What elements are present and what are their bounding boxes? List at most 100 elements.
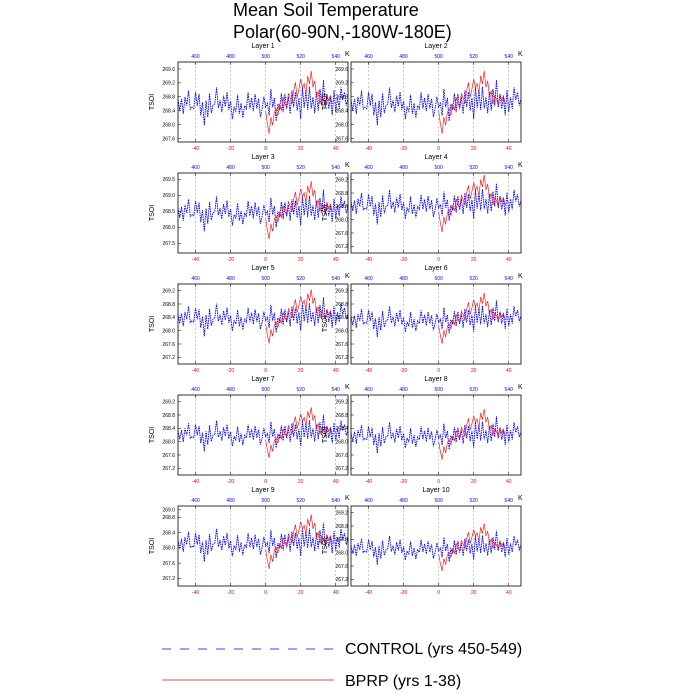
- panel-frame: [350, 172, 522, 254]
- y-tick-label: 267.2: [335, 466, 348, 472]
- y-tick-label: 267.6: [335, 453, 348, 459]
- y-tick-label: 267.6: [162, 342, 175, 348]
- x-tick-label: -40: [192, 479, 199, 485]
- x-tick-label: 20: [471, 479, 477, 485]
- x-tick-label: 0: [437, 146, 440, 152]
- top-tick-label: 540: [332, 387, 341, 393]
- top-tick-label: 520: [470, 498, 479, 504]
- x-tick-label: 20: [298, 368, 304, 374]
- y-tick-label: 268.8: [162, 413, 175, 419]
- top-tick-label: 500: [434, 387, 443, 393]
- y-tick-label: 269.2: [335, 399, 348, 405]
- x-tick-label: -20: [227, 368, 234, 374]
- top-tick-label: 460: [364, 276, 373, 282]
- top-tick-label: 520: [470, 54, 479, 60]
- panel-frame: [350, 61, 522, 143]
- y-tick-label: 267.6: [162, 561, 175, 567]
- series-control-line: [351, 183, 521, 225]
- series-bprp-line: [265, 181, 333, 239]
- panel-frame: [177, 61, 349, 143]
- x-tick-label: 0: [264, 590, 267, 596]
- y-tick-label: 268.8: [335, 524, 348, 530]
- y-tick-label: 269.2: [162, 81, 175, 87]
- top-tick-label: 520: [297, 387, 306, 393]
- panel-frame: [177, 283, 349, 365]
- series-bprp-line: [265, 407, 333, 459]
- y-tick-label: 269.6: [335, 67, 348, 73]
- x-tick-label: -20: [400, 146, 407, 152]
- top-tick-label: 520: [470, 387, 479, 393]
- chart-title-line-1: Mean Soil Temperature: [233, 0, 419, 20]
- top-tick-label: 460: [364, 165, 373, 171]
- y-axis-label: TSOI: [149, 316, 156, 332]
- panel-title: Layer 9: [251, 487, 274, 494]
- top-tick-label: 500: [261, 165, 270, 171]
- series-bprp-line: [265, 70, 333, 134]
- top-tick-label: 520: [297, 276, 306, 282]
- y-tick-label: 267.6: [335, 231, 348, 237]
- y-tick-label: 268.4: [335, 426, 348, 432]
- y-tick-label: 267.2: [162, 355, 175, 361]
- series-bprp-line: [438, 174, 506, 233]
- x-tick-label: 20: [471, 146, 477, 152]
- y-tick-label: 268.4: [335, 108, 348, 114]
- legend-bprp-label: BPRP (yrs 1-38): [345, 673, 461, 690]
- panel-frame: [177, 394, 349, 476]
- y-axis-label: TSOI: [322, 205, 329, 221]
- y-tick-label: 268.4: [335, 204, 348, 210]
- y-tick-label: 268.0: [162, 225, 175, 231]
- x-tick-label: 0: [264, 146, 267, 152]
- x-tick-label: -40: [365, 146, 372, 152]
- panel-title: Layer 8: [424, 376, 447, 383]
- top-tick-label: 520: [297, 54, 306, 60]
- x-tick-label: 40: [506, 368, 512, 374]
- y-tick-label: 268.0: [335, 439, 348, 445]
- y-tick-label: 268.0: [162, 122, 175, 128]
- y-tick-label: 268.8: [162, 515, 175, 521]
- panel-frame: [350, 505, 522, 587]
- top-axis-unit: K: [518, 495, 523, 502]
- top-tick-label: 480: [226, 165, 235, 171]
- top-tick-label: 480: [399, 165, 408, 171]
- x-tick-label: -20: [400, 590, 407, 596]
- y-tick-label: 267.2: [162, 466, 175, 472]
- series-bprp-line: [265, 514, 333, 569]
- top-tick-label: 540: [332, 498, 341, 504]
- x-tick-label: -40: [192, 146, 199, 152]
- top-tick-label: 480: [399, 387, 408, 393]
- panel-title: Layer 10: [422, 487, 449, 494]
- series-control-line: [178, 522, 348, 562]
- y-tick-label: 269.2: [335, 510, 348, 516]
- top-tick-label: 540: [332, 54, 341, 60]
- y-tick-label: 268.8: [335, 413, 348, 419]
- x-tick-label: 20: [471, 368, 477, 374]
- top-tick-label: 540: [505, 387, 514, 393]
- top-tick-label: 540: [505, 54, 514, 60]
- top-tick-label: 480: [399, 54, 408, 60]
- top-axis-unit: K: [518, 51, 523, 58]
- top-tick-label: 540: [505, 165, 514, 171]
- top-tick-label: 460: [191, 387, 200, 393]
- top-axis-unit: K: [345, 495, 350, 502]
- y-tick-label: 267.2: [162, 576, 175, 582]
- y-tick-label: 268.4: [162, 530, 175, 536]
- legend: CONTROL (yrs 450-549) BPRP (yrs 1-38): [162, 641, 522, 690]
- x-tick-label: 20: [298, 479, 304, 485]
- panel-layer-2: Layer 2 K TSOI -40 -20 0 20 40 460 480 500 520 540 26…: [322, 43, 523, 152]
- top-axis-unit: K: [345, 384, 350, 391]
- top-tick-label: 500: [261, 276, 270, 282]
- top-tick-label: 520: [297, 498, 306, 504]
- x-tick-label: -20: [227, 590, 234, 596]
- x-tick-label: 40: [333, 257, 339, 263]
- y-tick-label: 268.8: [335, 95, 348, 101]
- panel-title: Layer 4: [424, 154, 447, 161]
- y-tick-label: 268.4: [162, 315, 175, 321]
- x-tick-label: 0: [264, 257, 267, 263]
- y-tick-label: 268.4: [162, 108, 175, 114]
- y-tick-label: 268.5: [162, 209, 175, 215]
- series-control-line: [178, 297, 348, 337]
- series-bprp-line: [438, 408, 506, 460]
- x-tick-label: 0: [437, 368, 440, 374]
- y-tick-label: 268.4: [162, 426, 175, 432]
